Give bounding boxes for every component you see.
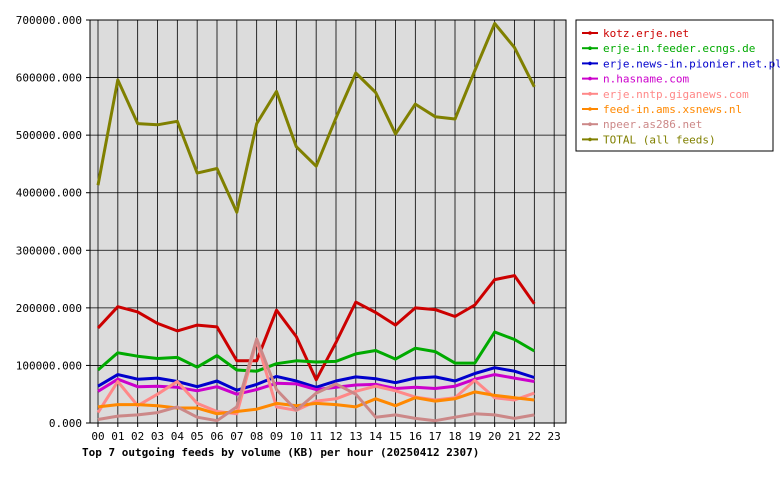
x-tick-label: 22 — [528, 430, 541, 443]
x-tick-label: 14 — [369, 430, 383, 443]
y-tick-label: 200000.000 — [16, 302, 82, 315]
legend-label-erje-nntp-giganews-com: erje.nntp.giganews.com — [603, 88, 749, 101]
legend-label-n-hasname-com: n.hasname.com — [603, 73, 689, 86]
x-tick-label: 21 — [508, 430, 521, 443]
x-tick-label: 17 — [429, 430, 442, 443]
y-tick-label: 500000.000 — [16, 129, 82, 142]
x-tick-label: 15 — [389, 430, 402, 443]
legend: kotz.erje.net erje-in.feeder.ecngs.de erje… — [575, 19, 780, 152]
series-line-npeer-as286-net — [97, 337, 535, 423]
series-lines — [96, 22, 536, 423]
x-tick-label: 09 — [270, 430, 283, 443]
y-tick-label: 400000.000 — [16, 187, 82, 200]
legend-marker-erje-in-feeder-ecngs-de — [588, 46, 592, 50]
series-line-total-all-feeds — [96, 22, 536, 214]
x-tick-label: 10 — [290, 430, 303, 443]
legend-marker-feed-in-ams-xsnews-nl — [588, 107, 592, 111]
legend-label-feed-in-ams-xsnews-nl: feed-in.ams.xsnews.nl — [603, 103, 742, 116]
x-tick-label: 03 — [151, 430, 164, 443]
x-tick-label: 08 — [250, 430, 263, 443]
x-tick-label: 01 — [111, 430, 124, 443]
x-tick-label: 18 — [448, 430, 461, 443]
legend-marker-erje-nntp-giganews-com — [588, 92, 592, 96]
y-tick-label: 700000.000 — [16, 14, 82, 27]
x-tick-label: 20 — [488, 430, 501, 443]
legend-marker-kotz-erje-net — [588, 31, 592, 35]
legend-marker-npeer-as286-net — [588, 122, 592, 126]
axes: 0.000 100000.000 200000.000 300000.000 40000… — [16, 14, 567, 443]
legend-marker-n-hasname-com — [588, 76, 592, 81]
x-tick-label: 06 — [210, 430, 223, 443]
legend-marker-erje-news-in-pionier-net-pl — [588, 61, 592, 66]
legend-label-total-all-feeds: TOTAL (all feeds) — [603, 133, 716, 146]
x-tick-label: 07 — [230, 430, 243, 443]
legend-box — [575, 19, 774, 152]
x-tick-label: 00 — [91, 430, 104, 443]
x-tick-label: 05 — [191, 430, 204, 443]
x-tick-label: 19 — [468, 430, 481, 443]
plot-frame — [89, 19, 567, 424]
y-tick-label: 0.000 — [49, 417, 82, 430]
legend-marker-total-all-feeds — [588, 137, 592, 142]
x-tick-label: 12 — [329, 430, 342, 443]
y-tick-label: 300000.000 — [16, 244, 82, 257]
series-line-kotz-erje-net — [96, 274, 536, 382]
x-tick-label: 04 — [171, 430, 185, 443]
x-tick-label: 11 — [310, 430, 323, 443]
y-tick-label: 100000.000 — [16, 359, 82, 372]
x-tick-label: 16 — [409, 430, 422, 443]
legend-label-erje-in-feeder-ecngs-de: erje-in.feeder.ecngs.de — [603, 42, 755, 55]
legend-label-erje-news-in-pionier-net-pl: erje.news-in.pionier.net.pl — [603, 57, 780, 70]
series-line-erje-in-feeder-ecngs-de — [97, 330, 536, 373]
x-tick-label: 13 — [349, 430, 362, 443]
series-line-erje-news-in-pionier-net-pl — [97, 366, 535, 392]
y-tick-label: 600000.000 — [16, 72, 82, 85]
x-tick-label: 23 — [548, 430, 561, 443]
series-line-erje-nntp-giganews-com — [96, 339, 535, 416]
chart-title: Top 7 outgoing feeds by volume (KB) per … — [82, 446, 479, 459]
legend-label-npeer-as286-net: npeer.as286.net — [603, 118, 702, 131]
series-line-feed-in-ams-xsnews-nl — [97, 390, 535, 416]
x-tick-label: 02 — [131, 430, 144, 443]
legend-label-kotz-erje-net: kotz.erje.net — [603, 27, 689, 40]
